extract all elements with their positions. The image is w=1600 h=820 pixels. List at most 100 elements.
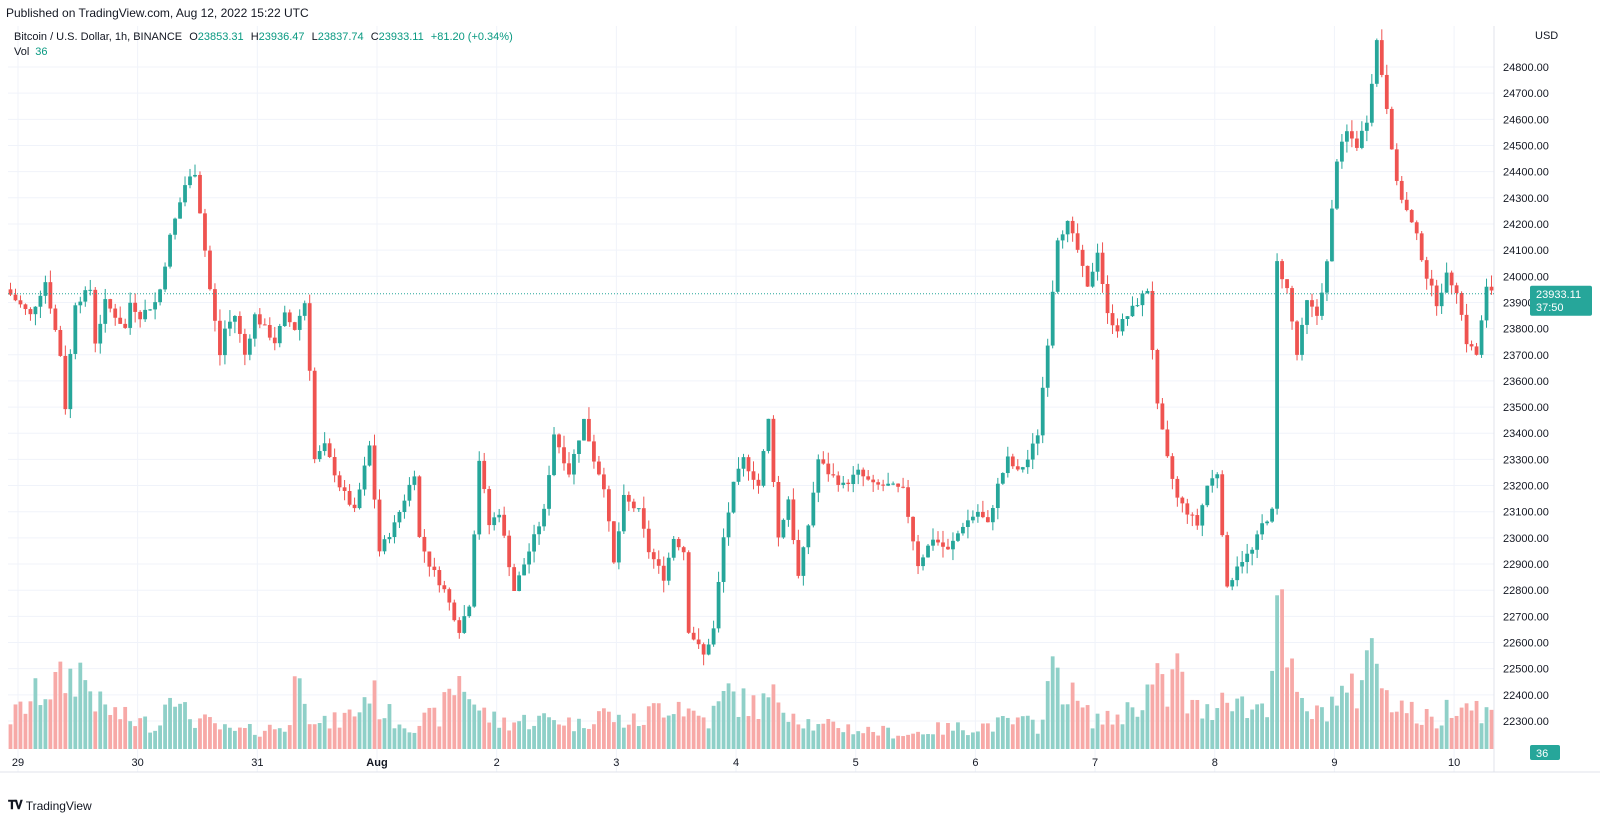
volume-bar [372,680,377,749]
volume-bar [208,717,212,749]
volume-value: 36 [35,46,48,58]
candle-body [228,321,232,329]
volume-bar [168,697,172,749]
candle-body [292,322,297,330]
volume-bar [88,691,93,749]
candle-body [1414,222,1419,234]
low-label: L [311,31,318,43]
candle-body [921,557,925,567]
candle-body [242,333,247,355]
candle-body [477,460,482,535]
volume-bar [651,703,656,749]
candle-body [547,475,551,509]
volume-bar [1050,656,1055,749]
volume-bar [1270,670,1274,749]
candle-body [347,490,352,505]
volume-bar [337,727,342,749]
volume-bar [1404,713,1409,749]
volume-bar [1070,682,1075,749]
candlesticks [8,29,1494,666]
candle-body [956,533,960,541]
volume-bar [1305,711,1309,749]
candle-body [1050,291,1055,346]
candle-body [1489,286,1494,291]
volume-bar [517,721,522,749]
candle-body [1115,325,1120,332]
volume-bar [916,731,920,749]
volume-bar [357,712,362,749]
candle-body [1300,324,1304,355]
volume-bar [497,727,502,749]
volume-label[interactable]: Vol [14,46,30,58]
candle-body [1459,293,1464,315]
candle-body [926,545,930,558]
candle-body [946,546,950,550]
volume-bar [417,725,422,749]
candle-body [801,547,806,576]
volume-bar [861,733,866,749]
volume-bar [1335,705,1339,749]
candle-body [522,564,527,576]
volume-bar [193,727,197,749]
candle-body [761,451,766,486]
volume-bar [377,719,382,749]
time-tick-label: Aug [366,757,387,769]
candle-body [906,487,910,517]
volume-bar [397,724,402,749]
close-label: C [370,31,379,43]
candle-body [98,323,103,344]
volume-bar [247,723,252,749]
volume-bar [427,707,432,749]
volume-bar [1120,724,1125,749]
volume-bar [1469,710,1474,749]
candle-body [1075,233,1080,250]
volume-bar [961,730,965,749]
candle-body [1439,292,1444,307]
price-tick-label: 24300.00 [1503,193,1549,205]
volume-bar [1474,700,1479,749]
candle-body [103,299,108,324]
price-tick-label: 22800.00 [1503,585,1549,597]
volume-bar [1145,684,1150,749]
volume-bar [1345,692,1349,749]
candle-body [312,370,317,460]
volume-bar [1080,707,1085,749]
candle-body [911,516,915,542]
volume-bar [1464,703,1469,749]
volume-bar [272,729,277,749]
candle-body [1025,459,1030,468]
candle-body [681,547,686,553]
candle-body [1384,74,1389,109]
volume-bar [492,711,497,749]
price-tick-label: 23400.00 [1503,428,1549,440]
time-tick-label: 6 [972,757,978,769]
candle-body [1275,261,1279,509]
volume-bar [1095,713,1100,749]
volume-bar [611,722,616,749]
volume-bar [1220,692,1225,749]
candle-body [791,499,796,541]
volume-bar [1459,707,1464,749]
candle-body [1110,313,1115,326]
candle-body [552,434,556,476]
candle-body [282,312,287,327]
candle-body [1080,249,1085,266]
volume-bar [706,728,711,749]
candle-body [726,512,731,538]
candle-body [208,250,212,290]
volume-bar [48,699,53,749]
volume-bar [891,738,896,749]
volume-bar [93,711,98,749]
volume-bar [267,724,272,749]
symbol-title[interactable]: Bitcoin / U.S. Dollar, 1h, BINANCE [14,31,183,43]
candle-body [871,479,876,483]
volume-bar [1180,671,1185,749]
candle-body [701,644,706,655]
price-tick-label: 24000.00 [1503,271,1549,283]
candle-body [1399,180,1404,200]
candle-body [696,639,701,645]
candle-body [377,499,382,552]
candle-body [881,484,886,486]
candle-body [1295,321,1299,355]
